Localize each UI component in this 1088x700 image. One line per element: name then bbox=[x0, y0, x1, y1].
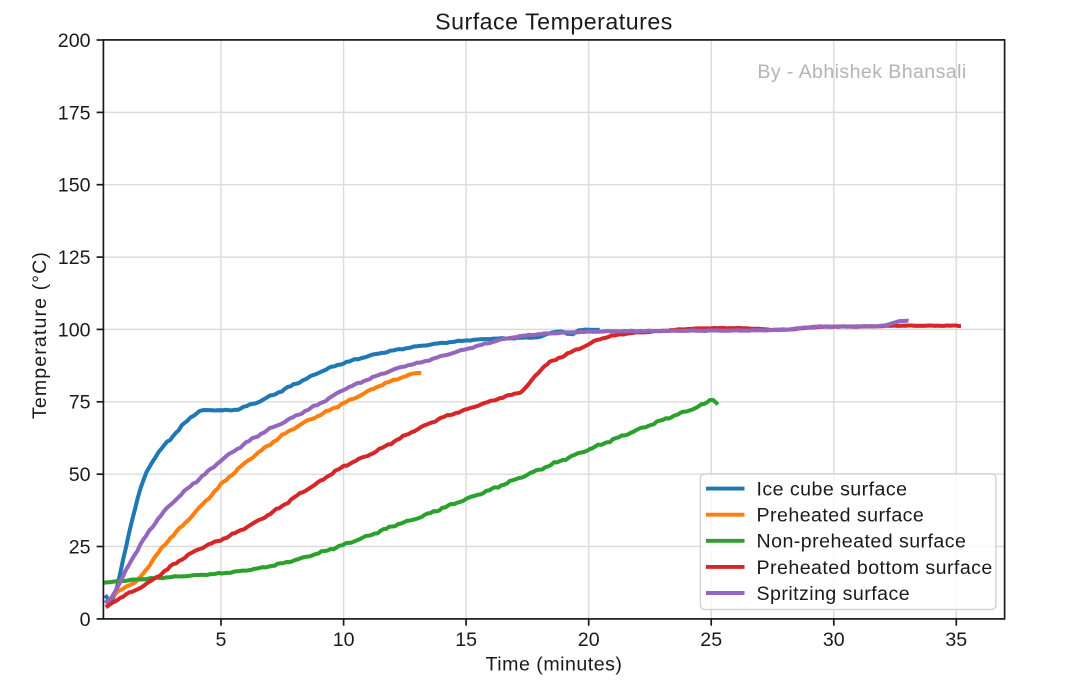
svg-text:Temperature (°C): Temperature (°C) bbox=[29, 251, 51, 419]
svg-text:75: 75 bbox=[69, 392, 91, 414]
svg-text:0: 0 bbox=[80, 609, 91, 631]
svg-text:Time (minutes): Time (minutes) bbox=[486, 653, 623, 675]
svg-text:175: 175 bbox=[58, 102, 91, 124]
svg-text:150: 150 bbox=[58, 175, 91, 197]
svg-text:Non-preheated surface: Non-preheated surface bbox=[757, 531, 967, 553]
svg-text:Surface Temperatures: Surface Temperatures bbox=[435, 8, 673, 34]
svg-text:Preheated bottom surface: Preheated bottom surface bbox=[757, 557, 993, 579]
svg-text:Ice cube surface: Ice cube surface bbox=[757, 479, 908, 501]
svg-text:50: 50 bbox=[69, 464, 91, 486]
svg-text:Spritzing surface: Spritzing surface bbox=[757, 583, 911, 605]
svg-text:10: 10 bbox=[333, 629, 355, 651]
svg-text:20: 20 bbox=[578, 629, 600, 651]
svg-text:25: 25 bbox=[69, 536, 91, 558]
svg-text:100: 100 bbox=[58, 319, 91, 341]
svg-text:15: 15 bbox=[455, 629, 477, 651]
svg-text:200: 200 bbox=[58, 30, 91, 52]
svg-text:35: 35 bbox=[945, 629, 967, 651]
svg-text:125: 125 bbox=[58, 247, 91, 269]
svg-text:Preheated surface: Preheated surface bbox=[757, 505, 925, 527]
svg-text:By - Abhishek Bhansali: By - Abhishek Bhansali bbox=[757, 61, 966, 83]
svg-text:5: 5 bbox=[216, 629, 227, 651]
svg-text:25: 25 bbox=[700, 629, 722, 651]
svg-text:30: 30 bbox=[823, 629, 845, 651]
